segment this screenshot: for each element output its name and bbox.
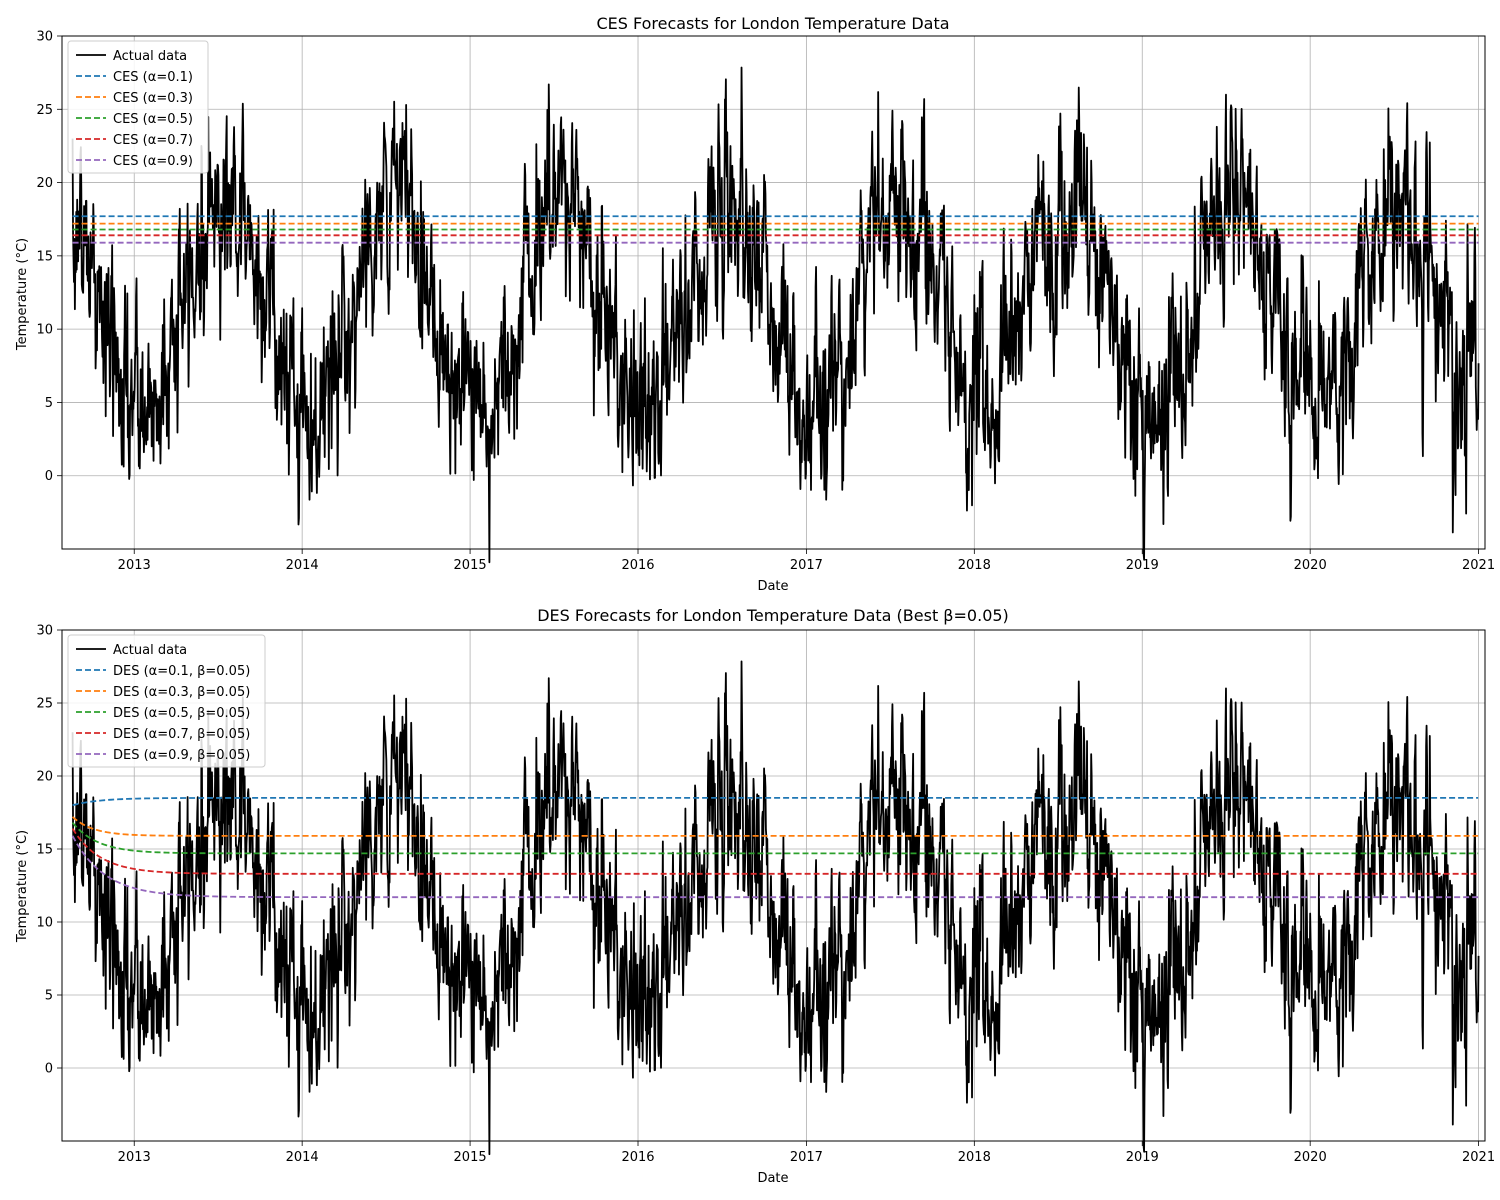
x-tick-label: 2018 — [958, 1150, 991, 1165]
x-tick-label: 2013 — [118, 558, 151, 573]
x-tick-label: 2021 — [1462, 558, 1495, 573]
x-tick-label: 2019 — [1126, 558, 1159, 573]
chart-title: DES Forecasts for London Temperature Dat… — [537, 606, 1009, 625]
y-axis-label: Temperature (°C) — [15, 238, 30, 351]
x-tick-label: 2016 — [621, 558, 654, 573]
forecast-line-2 — [71, 816, 1479, 837]
y-tick-label: 10 — [36, 916, 53, 931]
x-tick-label: 2021 — [1462, 1150, 1495, 1165]
plot-frame — [61, 35, 1486, 550]
legend-label: DES (α=0.3, β=0.05) — [113, 685, 250, 700]
x-tick-label: 2017 — [790, 558, 823, 573]
legend-label: DES (α=0.5, β=0.05) — [113, 706, 250, 721]
y-axis-label: Temperature (°C) — [15, 830, 30, 943]
chart-title: CES Forecasts for London Temperature Dat… — [596, 14, 949, 33]
y-tick-label: 25 — [36, 103, 53, 118]
x-tick-label: 2017 — [790, 1150, 823, 1165]
forecast-line-5 — [71, 835, 1479, 899]
y-tick-label: 30 — [36, 30, 53, 45]
legend-label: CES (α=0.5) — [113, 112, 193, 127]
y-tick-label: 30 — [36, 624, 53, 639]
legend-label: DES (α=0.9, β=0.05) — [113, 748, 250, 763]
x-tick-label: 2015 — [454, 558, 487, 573]
x-tick-label: 2020 — [1294, 558, 1327, 573]
x-axis-label: Date — [757, 579, 788, 594]
x-tick-label: 2019 — [1126, 1150, 1159, 1165]
y-tick-label: 15 — [36, 249, 53, 264]
y-tick-label: 5 — [45, 396, 53, 411]
x-tick-label: 2014 — [286, 1150, 319, 1165]
legend-box — [67, 40, 209, 174]
x-axis-label: Date — [757, 1171, 788, 1186]
y-tick-label: 10 — [36, 323, 53, 338]
legend-label: DES (α=0.7, β=0.05) — [113, 727, 250, 742]
y-tick-label: 20 — [36, 770, 53, 785]
forecast-line-3 — [71, 822, 1479, 855]
x-tick-label: 2020 — [1294, 1150, 1327, 1165]
legend-label: CES (α=0.9) — [113, 154, 193, 169]
x-tick-label: 2015 — [454, 1150, 487, 1165]
legend-label: DES (α=0.1, β=0.05) — [113, 664, 250, 679]
y-tick-label: 15 — [36, 843, 53, 858]
y-tick-label: 0 — [45, 469, 53, 484]
ces-forecast-panel: CES Forecasts for London Temperature Dat… — [15, 14, 1495, 594]
x-tick-label: 2016 — [621, 1150, 654, 1165]
legend: Actual data DES (α=0.1, β=0.05) DES (α=0.3… — [67, 634, 266, 768]
x-tick-label: 2014 — [286, 558, 319, 573]
x-tick-label: 2018 — [958, 558, 991, 573]
y-tick-label: 25 — [36, 697, 53, 712]
des-forecast-panel: DES Forecasts for London Temperature Dat… — [15, 606, 1495, 1186]
legend-label: Actual data — [113, 49, 187, 64]
y-tick-label: 20 — [36, 176, 53, 191]
legend: Actual data CES (α=0.1) CES (α=0.3) CES (α=… — [67, 40, 209, 174]
y-tick-label: 0 — [45, 1062, 53, 1077]
forecast-line-1 — [72, 797, 1479, 807]
x-tick-label: 2013 — [118, 1150, 151, 1165]
legend-box — [67, 634, 266, 768]
legend-label: Actual data — [113, 643, 187, 658]
actual-data-line — [71, 660, 1480, 1156]
plot-frame — [61, 629, 1486, 1142]
legend-label: CES (α=0.3) — [113, 91, 193, 106]
legend-label: CES (α=0.7) — [113, 133, 193, 148]
actual-data-line — [71, 66, 1480, 564]
legend-label: CES (α=0.1) — [113, 70, 193, 85]
y-tick-label: 5 — [45, 989, 53, 1004]
